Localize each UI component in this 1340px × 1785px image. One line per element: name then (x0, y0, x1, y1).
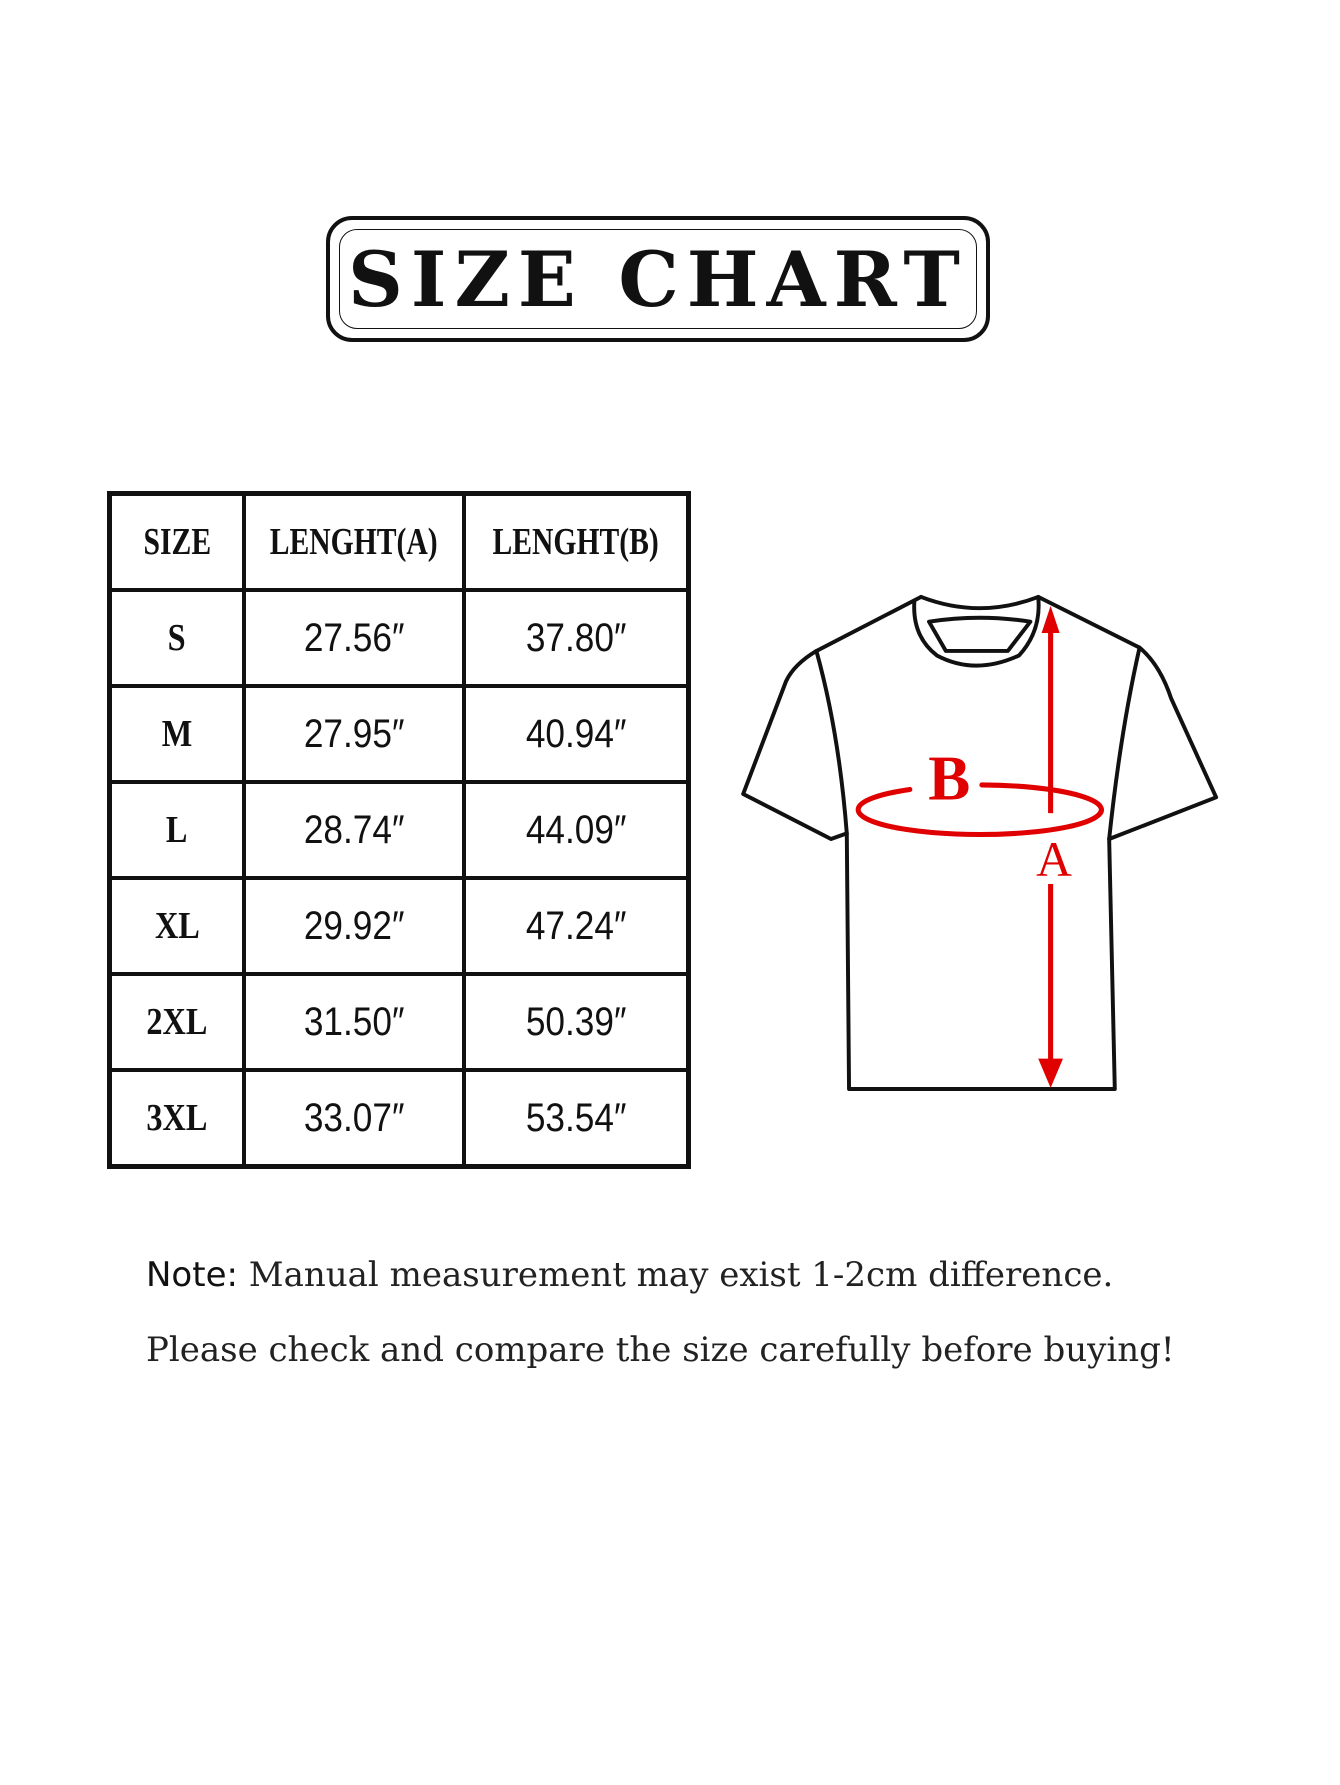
size-cell: S (107, 588, 246, 688)
size-cell: M (107, 684, 246, 784)
header-cell: LENGHT(B) (462, 491, 691, 592)
length-b-cell: 53.54″ (462, 1068, 691, 1169)
length-a-cell: 27.56″ (242, 588, 466, 688)
length-a-cell: 33.07″ (242, 1068, 466, 1169)
length-b-cell: 47.24″ (462, 876, 691, 976)
measure-marks (855, 605, 1104, 1088)
length-b-cell: 37.80″ (462, 588, 691, 688)
note-label: Note: (146, 1255, 238, 1295)
size-table: SIZE LENGHT(A) LENGHT(B) S 27.56″ 37.80″ M 2… (107, 491, 691, 1169)
length-b-cell: 40.94″ (462, 684, 691, 784)
length-a-cell: 28.74″ (242, 780, 466, 880)
length-a-cell: 29.92″ (242, 876, 466, 976)
table-header-row: SIZE LENGHT(A) LENGHT(B) (107, 491, 691, 592)
note-line-1: Note: Manual measurement may exist 1-2cm… (146, 1255, 1114, 1295)
table-row: XL 29.92″ 47.24″ (107, 876, 691, 976)
size-cell: 3XL (107, 1068, 246, 1169)
size-cell: L (107, 780, 246, 880)
label-a: A (1036, 832, 1072, 887)
arrow-head-up-icon (1041, 605, 1060, 633)
title-inner-frame: SIZE CHART (339, 229, 977, 329)
size-cell: XL (107, 876, 246, 976)
size-cell: 2XL (107, 972, 246, 1072)
table-row: L 28.74″ 44.09″ (107, 780, 691, 880)
arrow-head-down-icon (1038, 1058, 1063, 1088)
header-cell: SIZE (107, 491, 246, 592)
label-b: B (928, 744, 970, 814)
tshirt-outline (741, 594, 1219, 1091)
length-a-cell: 31.50″ (242, 972, 466, 1072)
page-title: SIZE CHART (348, 234, 968, 324)
chest-measure-ellipse (855, 782, 1104, 838)
title-frame: SIZE CHART (326, 216, 990, 342)
table-row: 3XL 33.07″ 53.54″ (107, 1068, 691, 1169)
header-cell: LENGHT(A) (242, 491, 466, 592)
length-b-cell: 44.09″ (462, 780, 691, 880)
length-b-cell: 50.39″ (462, 972, 691, 1072)
table-row: M 27.95″ 40.94″ (107, 684, 691, 784)
table-row: 2XL 31.50″ 50.39″ (107, 972, 691, 1072)
length-a-cell: 27.95″ (242, 684, 466, 784)
note-line-2: Please check and compare the size carefu… (146, 1330, 1175, 1370)
table-row: S 27.56″ 37.80″ (107, 588, 691, 688)
